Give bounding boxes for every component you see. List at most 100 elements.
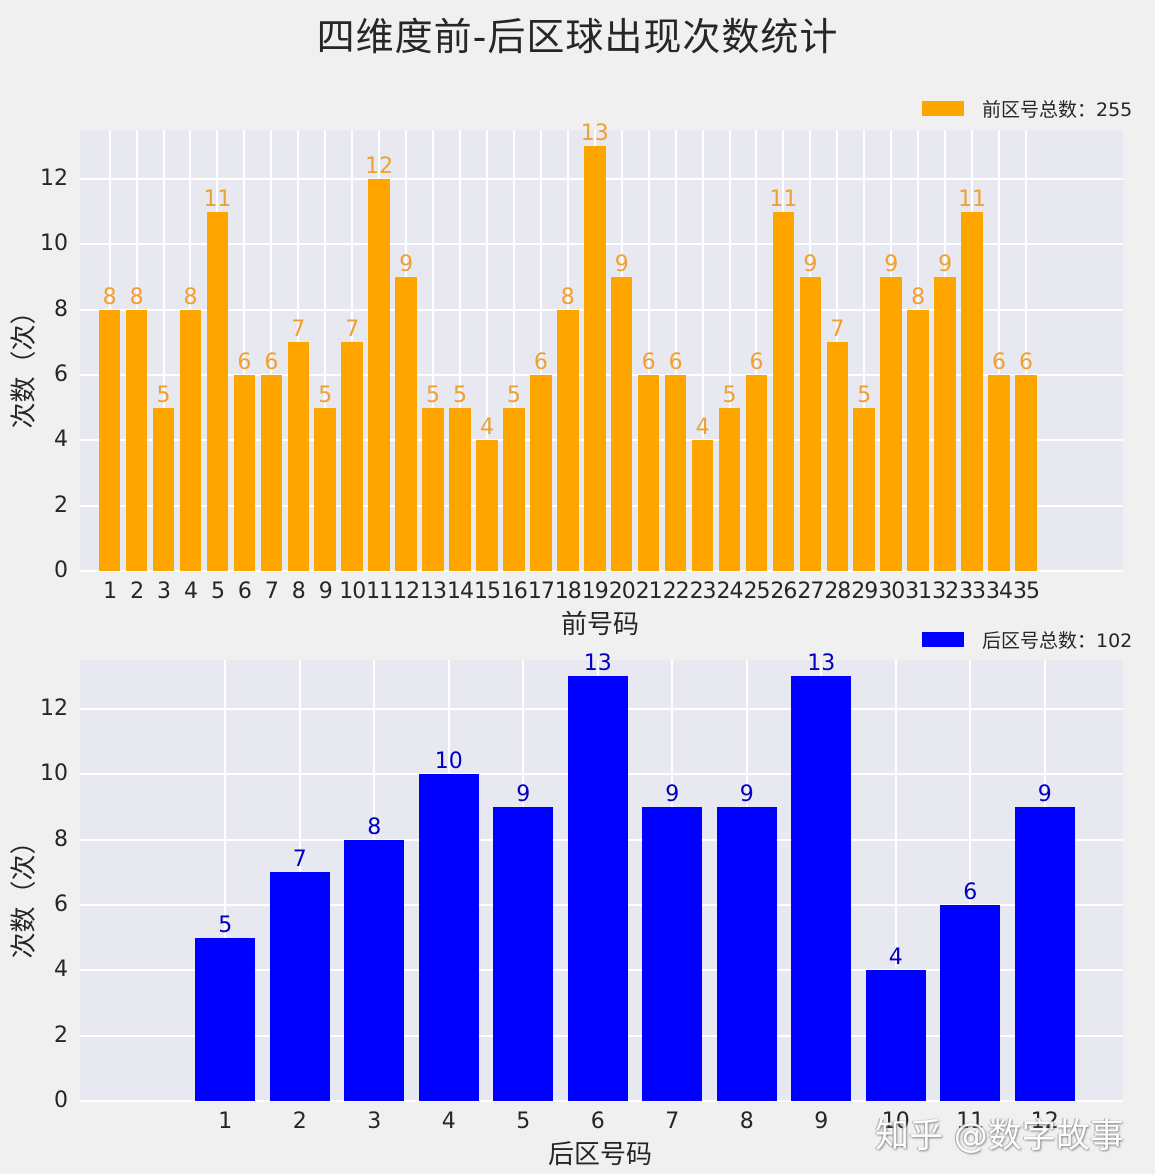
x-tick-label: 19 — [581, 579, 609, 604]
x-tick-label: 5 — [210, 579, 225, 604]
x-gridline — [432, 130, 435, 571]
bar-value-label: 9 — [739, 782, 754, 807]
x-tick-label: 10 — [881, 1109, 910, 1134]
y-tick-label: 12 — [40, 696, 68, 721]
y-gridline — [80, 1100, 1123, 1102]
x-gridline — [969, 660, 972, 1101]
bar-value-label: 6 — [749, 350, 764, 375]
x-tick-label: 33 — [959, 579, 986, 604]
front-legend-label: 前区号总数：255 — [982, 99, 1133, 121]
x-tick-label: 7 — [264, 579, 279, 604]
x-tick-label: 28 — [824, 579, 851, 604]
x-tick-label: 27 — [797, 579, 824, 604]
bar-value-label: 12 — [365, 154, 394, 179]
bar-value-label: 5 — [857, 382, 872, 408]
x-tick-label: 2 — [292, 1109, 307, 1134]
bar-35 — [1015, 375, 1037, 571]
bar-9 — [314, 407, 337, 571]
x-tick-label: 35 — [1012, 579, 1040, 604]
bar-20 — [610, 277, 633, 571]
x-tick-label: 6 — [590, 1109, 605, 1134]
bar-6 — [567, 676, 628, 1101]
bar-34 — [988, 375, 1010, 571]
bar-17 — [530, 375, 552, 571]
x-gridline — [324, 130, 327, 571]
bar-value-label: 4 — [888, 945, 903, 971]
bar-value-label: 5 — [318, 382, 333, 408]
x-tick-label: 1 — [218, 1109, 233, 1134]
bar-25 — [745, 375, 768, 571]
bar-12 — [1014, 807, 1075, 1101]
bar-value-label: 9 — [614, 252, 629, 277]
bar-value-label: 6 — [1018, 350, 1033, 375]
bar-value-label: 6 — [641, 350, 656, 375]
bar-11 — [368, 179, 390, 571]
bar-6 — [233, 375, 256, 571]
y-tick-label: 0 — [54, 1088, 68, 1113]
bar-value-label: 8 — [367, 814, 382, 840]
x-tick-label: 34 — [986, 579, 1013, 604]
bar-10 — [341, 342, 363, 571]
bar-value-label: 11 — [958, 186, 987, 212]
bar-8 — [716, 807, 777, 1101]
back-x-axis-label: 后区号码 — [547, 1140, 652, 1170]
x-tick-label: 12 — [393, 579, 420, 604]
bar-value-label: 5 — [426, 382, 441, 408]
bar-1 — [195, 937, 256, 1101]
bar-3 — [152, 407, 175, 571]
y-gridline — [80, 570, 1123, 572]
bar-2 — [125, 309, 148, 571]
bar-10 — [865, 970, 926, 1101]
y-tick-label: 2 — [54, 492, 68, 518]
bar-value-label: 8 — [102, 284, 117, 310]
x-gridline — [863, 130, 866, 571]
bar-value-label: 8 — [560, 284, 575, 310]
x-gridline — [485, 130, 488, 571]
bar-9 — [791, 676, 852, 1101]
bar-33 — [961, 211, 983, 571]
x-tick-label: 25 — [743, 579, 770, 604]
bar-value-label: 11 — [769, 186, 798, 212]
bar-3 — [344, 839, 405, 1101]
bar-24 — [718, 407, 741, 571]
bar-value-label: 5 — [218, 912, 233, 938]
bar-2 — [269, 872, 330, 1101]
bar-value-label: 6 — [668, 350, 683, 375]
bar-7 — [260, 375, 283, 571]
bar-7 — [642, 807, 703, 1101]
x-tick-label: 13 — [420, 579, 447, 604]
bar-value-label: 9 — [516, 782, 531, 807]
x-tick-label: 24 — [716, 579, 744, 604]
back-legend: 后区号总数：102 — [922, 626, 1132, 653]
x-tick-label: 16 — [500, 579, 528, 604]
bar-value-label: 7 — [291, 317, 306, 343]
x-gridline — [243, 130, 246, 571]
y-tick-label: 6 — [54, 362, 68, 387]
x-gridline — [512, 130, 515, 571]
bar-19 — [583, 146, 606, 571]
back-y-axis-label: 次数（次） — [9, 828, 40, 959]
x-tick-label: 22 — [662, 579, 690, 604]
bar-30 — [880, 277, 902, 571]
bar-value-label: 8 — [911, 284, 926, 310]
x-tick-label: 3 — [157, 579, 171, 604]
x-tick-label: 7 — [665, 1109, 680, 1134]
y-tick-label: 4 — [54, 957, 68, 983]
bar-27 — [799, 277, 822, 571]
x-tick-label: 3 — [367, 1109, 382, 1134]
bar-1 — [98, 309, 121, 571]
x-tick-label: 15 — [473, 579, 501, 604]
bar-value-label: 6 — [237, 350, 252, 375]
bar-value-label: 9 — [399, 252, 414, 277]
x-tick-label: 5 — [516, 1109, 531, 1134]
x-tick-label: 20 — [608, 579, 636, 604]
y-tick-label: 12 — [40, 166, 68, 191]
x-tick-label: 9 — [318, 579, 333, 604]
bar-value-label: 9 — [884, 252, 899, 277]
front-x-axis-label: 前号码 — [560, 610, 639, 640]
bar-8 — [287, 342, 310, 571]
bar-value-label: 4 — [479, 415, 494, 441]
y-tick-label: 8 — [54, 826, 68, 852]
bar-29 — [853, 407, 876, 571]
x-tick-label: 4 — [441, 1109, 456, 1134]
